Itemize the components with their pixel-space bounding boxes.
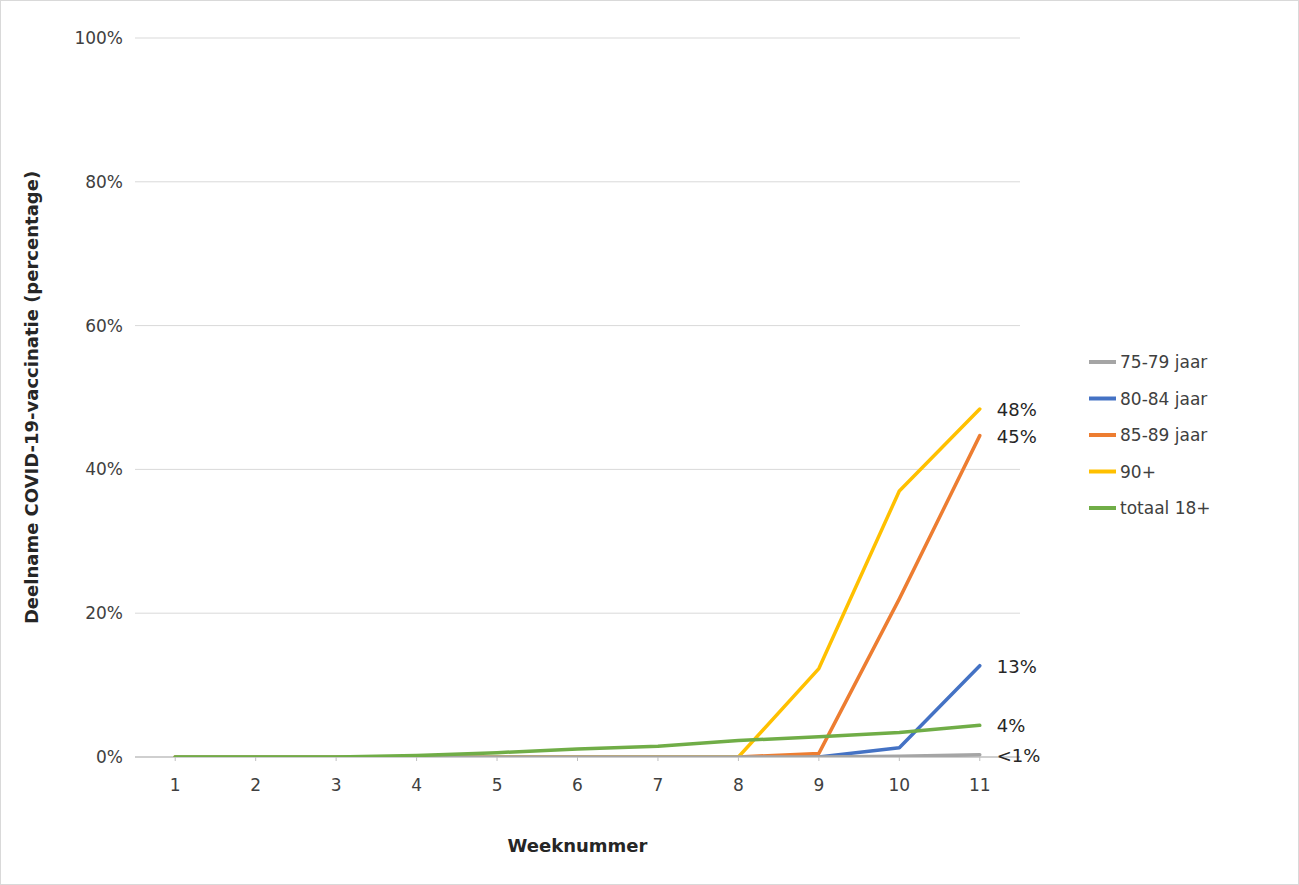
x-tick xyxy=(899,757,900,761)
data-label: 13% xyxy=(997,656,1037,677)
legend-swatch xyxy=(1089,506,1116,510)
y-axis-title: Deelname COVID-19-vaccinatie (percentage… xyxy=(21,171,42,624)
x-tick-label: 4 xyxy=(411,775,422,795)
legend-swatch xyxy=(1089,470,1116,474)
x-tick-label: 7 xyxy=(653,775,664,795)
x-tick-label: 5 xyxy=(492,775,503,795)
y-tick-label: 20% xyxy=(85,603,123,623)
data-label: 45% xyxy=(997,426,1037,447)
data-label: 48% xyxy=(997,399,1037,420)
x-tick xyxy=(657,757,658,761)
plot-area xyxy=(175,409,980,757)
legend-label: totaal 18+ xyxy=(1120,498,1211,518)
x-tick xyxy=(979,757,980,761)
x-tick xyxy=(738,757,739,761)
y-tick-label: 80% xyxy=(85,172,123,192)
x-tick-label: 9 xyxy=(813,775,824,795)
x-tick-label: 8 xyxy=(733,775,744,795)
chart: 0% 20% 40% 60% 80% 100% 1 2 3 4 5 6 7 8 9 10 11 Weeknumme… xyxy=(0,0,1299,885)
legend-swatch xyxy=(1089,360,1116,364)
x-tick xyxy=(175,757,176,761)
chart-frame xyxy=(1,1,1299,885)
x-tick-label: 2 xyxy=(250,775,261,795)
grid-line xyxy=(135,181,1020,182)
y-tick-label: 60% xyxy=(85,316,123,336)
x-axis-title: Weeknummer xyxy=(508,835,648,856)
x-tick-label: 1 xyxy=(170,775,181,795)
x-tick xyxy=(416,757,417,761)
x-tick-label: 10 xyxy=(888,775,910,795)
x-tick xyxy=(577,757,578,761)
y-tick-label: 0% xyxy=(96,747,123,767)
x-tick-label: 3 xyxy=(331,775,342,795)
series-line xyxy=(175,409,980,757)
grid-line xyxy=(135,613,1020,614)
x-tick xyxy=(818,757,819,761)
grid-line xyxy=(135,325,1020,326)
legend-label: 85-89 jaar xyxy=(1120,425,1207,445)
grid-line xyxy=(135,469,1020,470)
x-tick-label: 6 xyxy=(572,775,583,795)
series-line xyxy=(175,725,980,757)
series-line xyxy=(175,436,980,757)
legend-label: 90+ xyxy=(1120,462,1156,482)
y-tick-label: 40% xyxy=(85,459,123,479)
data-label: 4% xyxy=(997,715,1026,736)
legend-swatch xyxy=(1089,433,1116,437)
x-tick xyxy=(255,757,256,761)
data-label: <1% xyxy=(997,745,1041,766)
grid-line xyxy=(135,38,1020,39)
y-tick-label: 100% xyxy=(74,28,123,48)
legend-label: 75-79 jaar xyxy=(1120,352,1207,372)
x-tick xyxy=(497,757,498,761)
x-tick xyxy=(336,757,337,761)
x-tick-label: 11 xyxy=(969,775,991,795)
legend-label: 80-84 jaar xyxy=(1120,389,1207,409)
legend-swatch xyxy=(1089,397,1116,401)
